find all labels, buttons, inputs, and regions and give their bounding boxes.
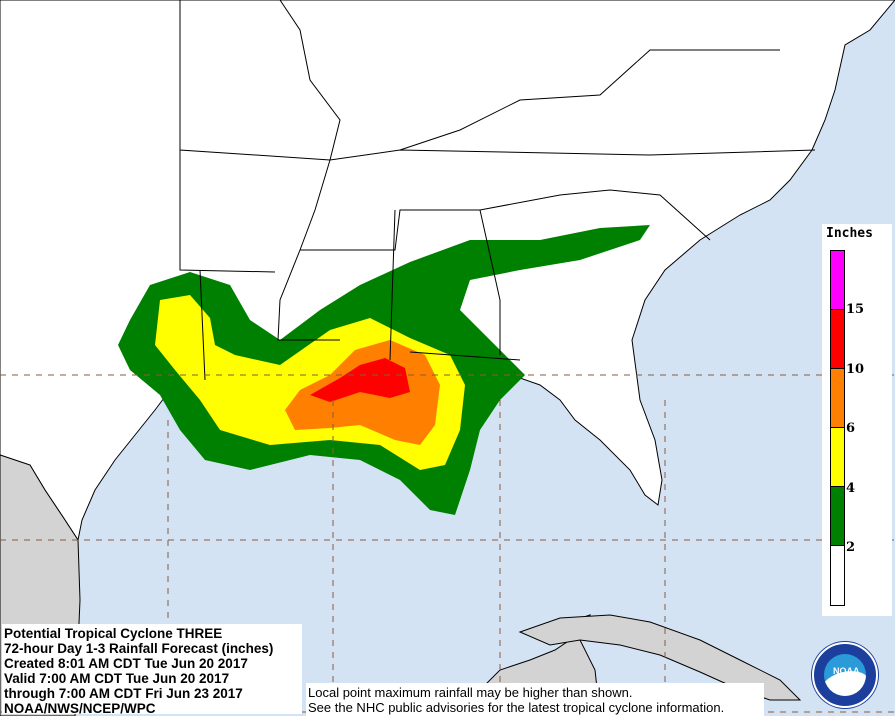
legend-segment-orange [831,369,844,428]
legend-segment-red [831,310,844,369]
state-borders [179,0,816,381]
legend: Inches 15 10 6 4 2 [822,224,892,616]
legend-segment-green [831,487,844,546]
legend-label: 15 [846,302,865,317]
legend-segment-white [831,546,844,605]
note-line-2: See the NHC public advisories for the la… [308,700,725,715]
noaa-logo: NOAA [812,642,878,708]
valid-time: Valid 7:00 AM CDT Tue Jun 20 2017 [4,671,230,686]
storm-title: Potential Tropical Cyclone THREE [4,626,223,641]
legend-title: Inches [826,226,873,241]
legend-segment-magenta [831,251,844,310]
source: NOAA/NWS/NCEP/WPC [4,701,156,716]
note-line-1: Local point maximum rainfall may be high… [308,685,633,700]
legend-color-bar [830,250,845,606]
legend-label: 6 [846,421,856,436]
legend-segment-yellow [831,428,844,487]
logo-text: NOAA [833,666,860,676]
forecast-info-box: Potential Tropical Cyclone THREE 72-hour… [2,624,302,716]
rainfall-10-15in [310,358,410,402]
forecast-subtitle: 72-hour Day 1-3 Rainfall Forecast (inche… [4,641,274,656]
disclaimer-note: Local point maximum rainfall may be high… [306,683,764,716]
through-time: through 7:00 AM CDT Fri Jun 23 2017 [4,686,243,701]
cuba-land [518,614,802,701]
legend-label: 10 [846,362,865,377]
legend-label: 4 [846,481,856,496]
created-time: Created 8:01 AM CDT Tue Jun 20 2017 [4,656,248,671]
legend-label: 2 [846,540,856,555]
